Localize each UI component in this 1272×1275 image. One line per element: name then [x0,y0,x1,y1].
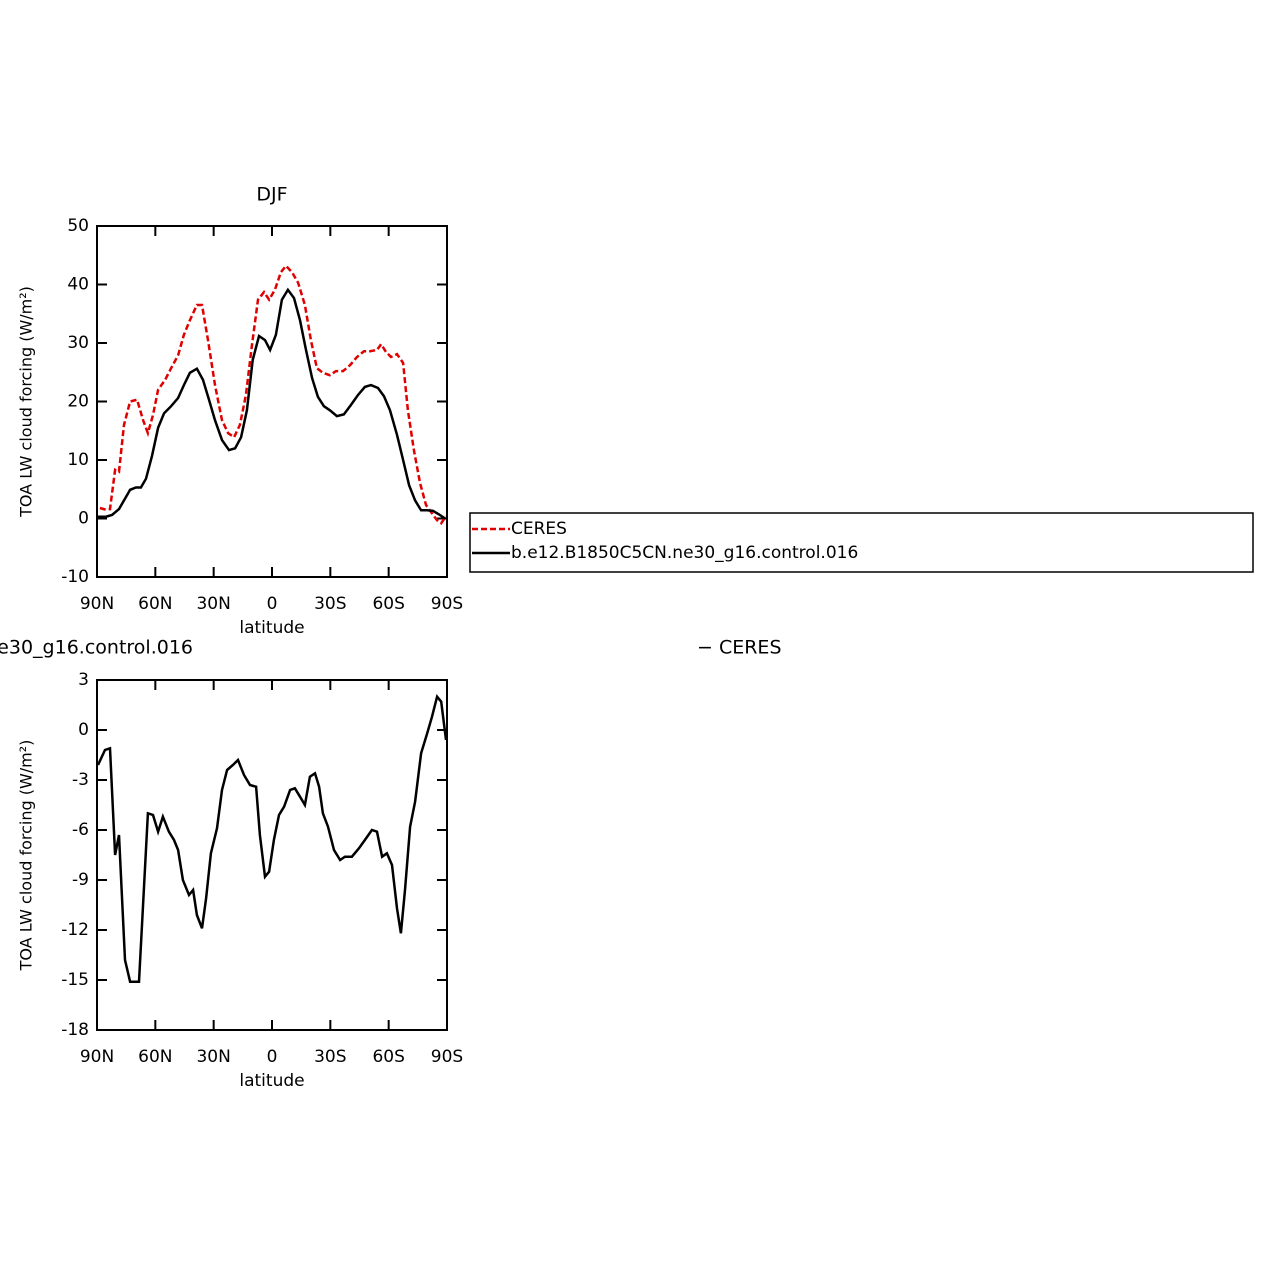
x-tick-label: 60S [372,594,404,614]
chart-title: DJF [256,184,287,206]
x-axis-label: latitude [239,1071,304,1091]
x-tick-label: 90S [431,1047,463,1067]
y-tick-label: -6 [72,820,89,840]
data-line [99,263,448,525]
chart-title: b.e12.B1850C5CN.ne30_g16.control.016 [0,637,193,659]
x-tick-label: 90S [431,594,463,614]
y-tick-label: 50 [67,216,89,236]
x-tick-label: 30N [196,594,230,614]
legend-label: CERES [511,519,567,539]
x-tick-label: 30S [314,594,346,614]
y-tick-label: 20 [67,392,89,412]
y-tick-label: 0 [78,720,89,740]
y-tick-label: 0 [78,509,89,529]
plot-frame [96,225,448,578]
data-line [98,287,446,520]
y-tick-label: -15 [61,970,89,990]
x-tick-label: 30S [314,1047,346,1067]
y-tick-label: -3 [72,770,89,790]
x-axis-label: latitude [239,618,304,638]
data-line [96,693,448,983]
x-tick-label: 90N [80,1047,114,1067]
y-axis-label: TOA LW cloud forcing (W/m²) [17,286,36,518]
y-tick-label: 40 [67,275,89,295]
y-tick-label: -18 [61,1020,89,1040]
legend-label: b.e12.B1850C5CN.ne30_g16.control.016 [511,543,858,563]
y-tick-label: 3 [78,670,89,690]
x-tick-label: 60N [138,594,172,614]
x-tick-label: 60N [138,1047,172,1067]
y-tick-label: 30 [67,333,89,353]
y-tick-label: -12 [61,920,89,940]
x-tick-label: 0 [267,594,278,614]
plot-frame [96,679,448,1031]
legend-box [469,512,1254,573]
y-tick-label: -9 [72,870,89,890]
y-axis-label: TOA LW cloud forcing (W/m²) [17,740,36,972]
x-tick-label: 60S [372,1047,404,1067]
chart-title-suffix: − CERES [697,637,782,659]
x-tick-label: 30N [196,1047,230,1067]
x-tick-label: 90N [80,594,114,614]
y-tick-label: 10 [67,450,89,470]
x-tick-label: 0 [267,1047,278,1067]
y-tick-label: -10 [61,567,89,587]
